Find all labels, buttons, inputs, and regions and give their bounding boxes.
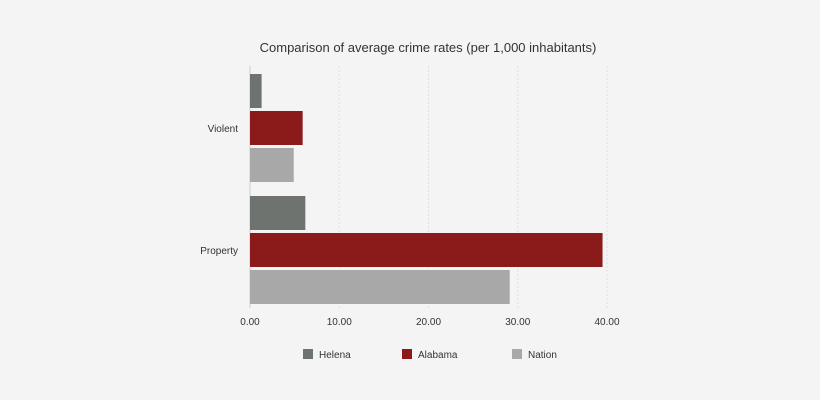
x-tick-label: 20.00 bbox=[416, 317, 441, 328]
chart-title: Comparison of average crime rates (per 1… bbox=[260, 40, 597, 55]
legend-label: Alabama bbox=[418, 350, 458, 361]
legend-swatch bbox=[402, 349, 412, 359]
legend-item-alabama[interactable]: Alabama bbox=[402, 349, 458, 361]
legend-item-nation[interactable]: Nation bbox=[512, 349, 557, 361]
legend: Helena Alabama Nation bbox=[303, 349, 557, 361]
category-label: Property bbox=[200, 246, 238, 257]
legend-label: Helena bbox=[319, 350, 351, 361]
category-labels: Violent Property bbox=[200, 124, 238, 257]
legend-swatch bbox=[512, 349, 522, 359]
bar-nation-violent bbox=[250, 148, 294, 182]
grid-lines bbox=[249, 66, 608, 308]
legend-label: Nation bbox=[528, 350, 557, 361]
legend-item-helena[interactable]: Helena bbox=[303, 349, 351, 361]
bar-helena-violent bbox=[250, 74, 262, 108]
x-axis-ticks: 0.00 10.00 20.00 30.00 40.00 bbox=[240, 317, 620, 328]
x-tick-label: 30.00 bbox=[505, 317, 530, 328]
bar-nation-property bbox=[250, 270, 510, 304]
bar-helena-property bbox=[250, 196, 306, 230]
x-tick-label: 0.00 bbox=[240, 317, 260, 328]
x-tick-label: 10.00 bbox=[327, 317, 352, 328]
legend-swatch bbox=[303, 349, 313, 359]
x-tick-label: 40.00 bbox=[594, 317, 619, 328]
category-label: Violent bbox=[208, 124, 239, 135]
bar-alabama-violent bbox=[250, 111, 303, 145]
bars bbox=[250, 74, 603, 304]
bar-alabama-property bbox=[250, 233, 603, 267]
